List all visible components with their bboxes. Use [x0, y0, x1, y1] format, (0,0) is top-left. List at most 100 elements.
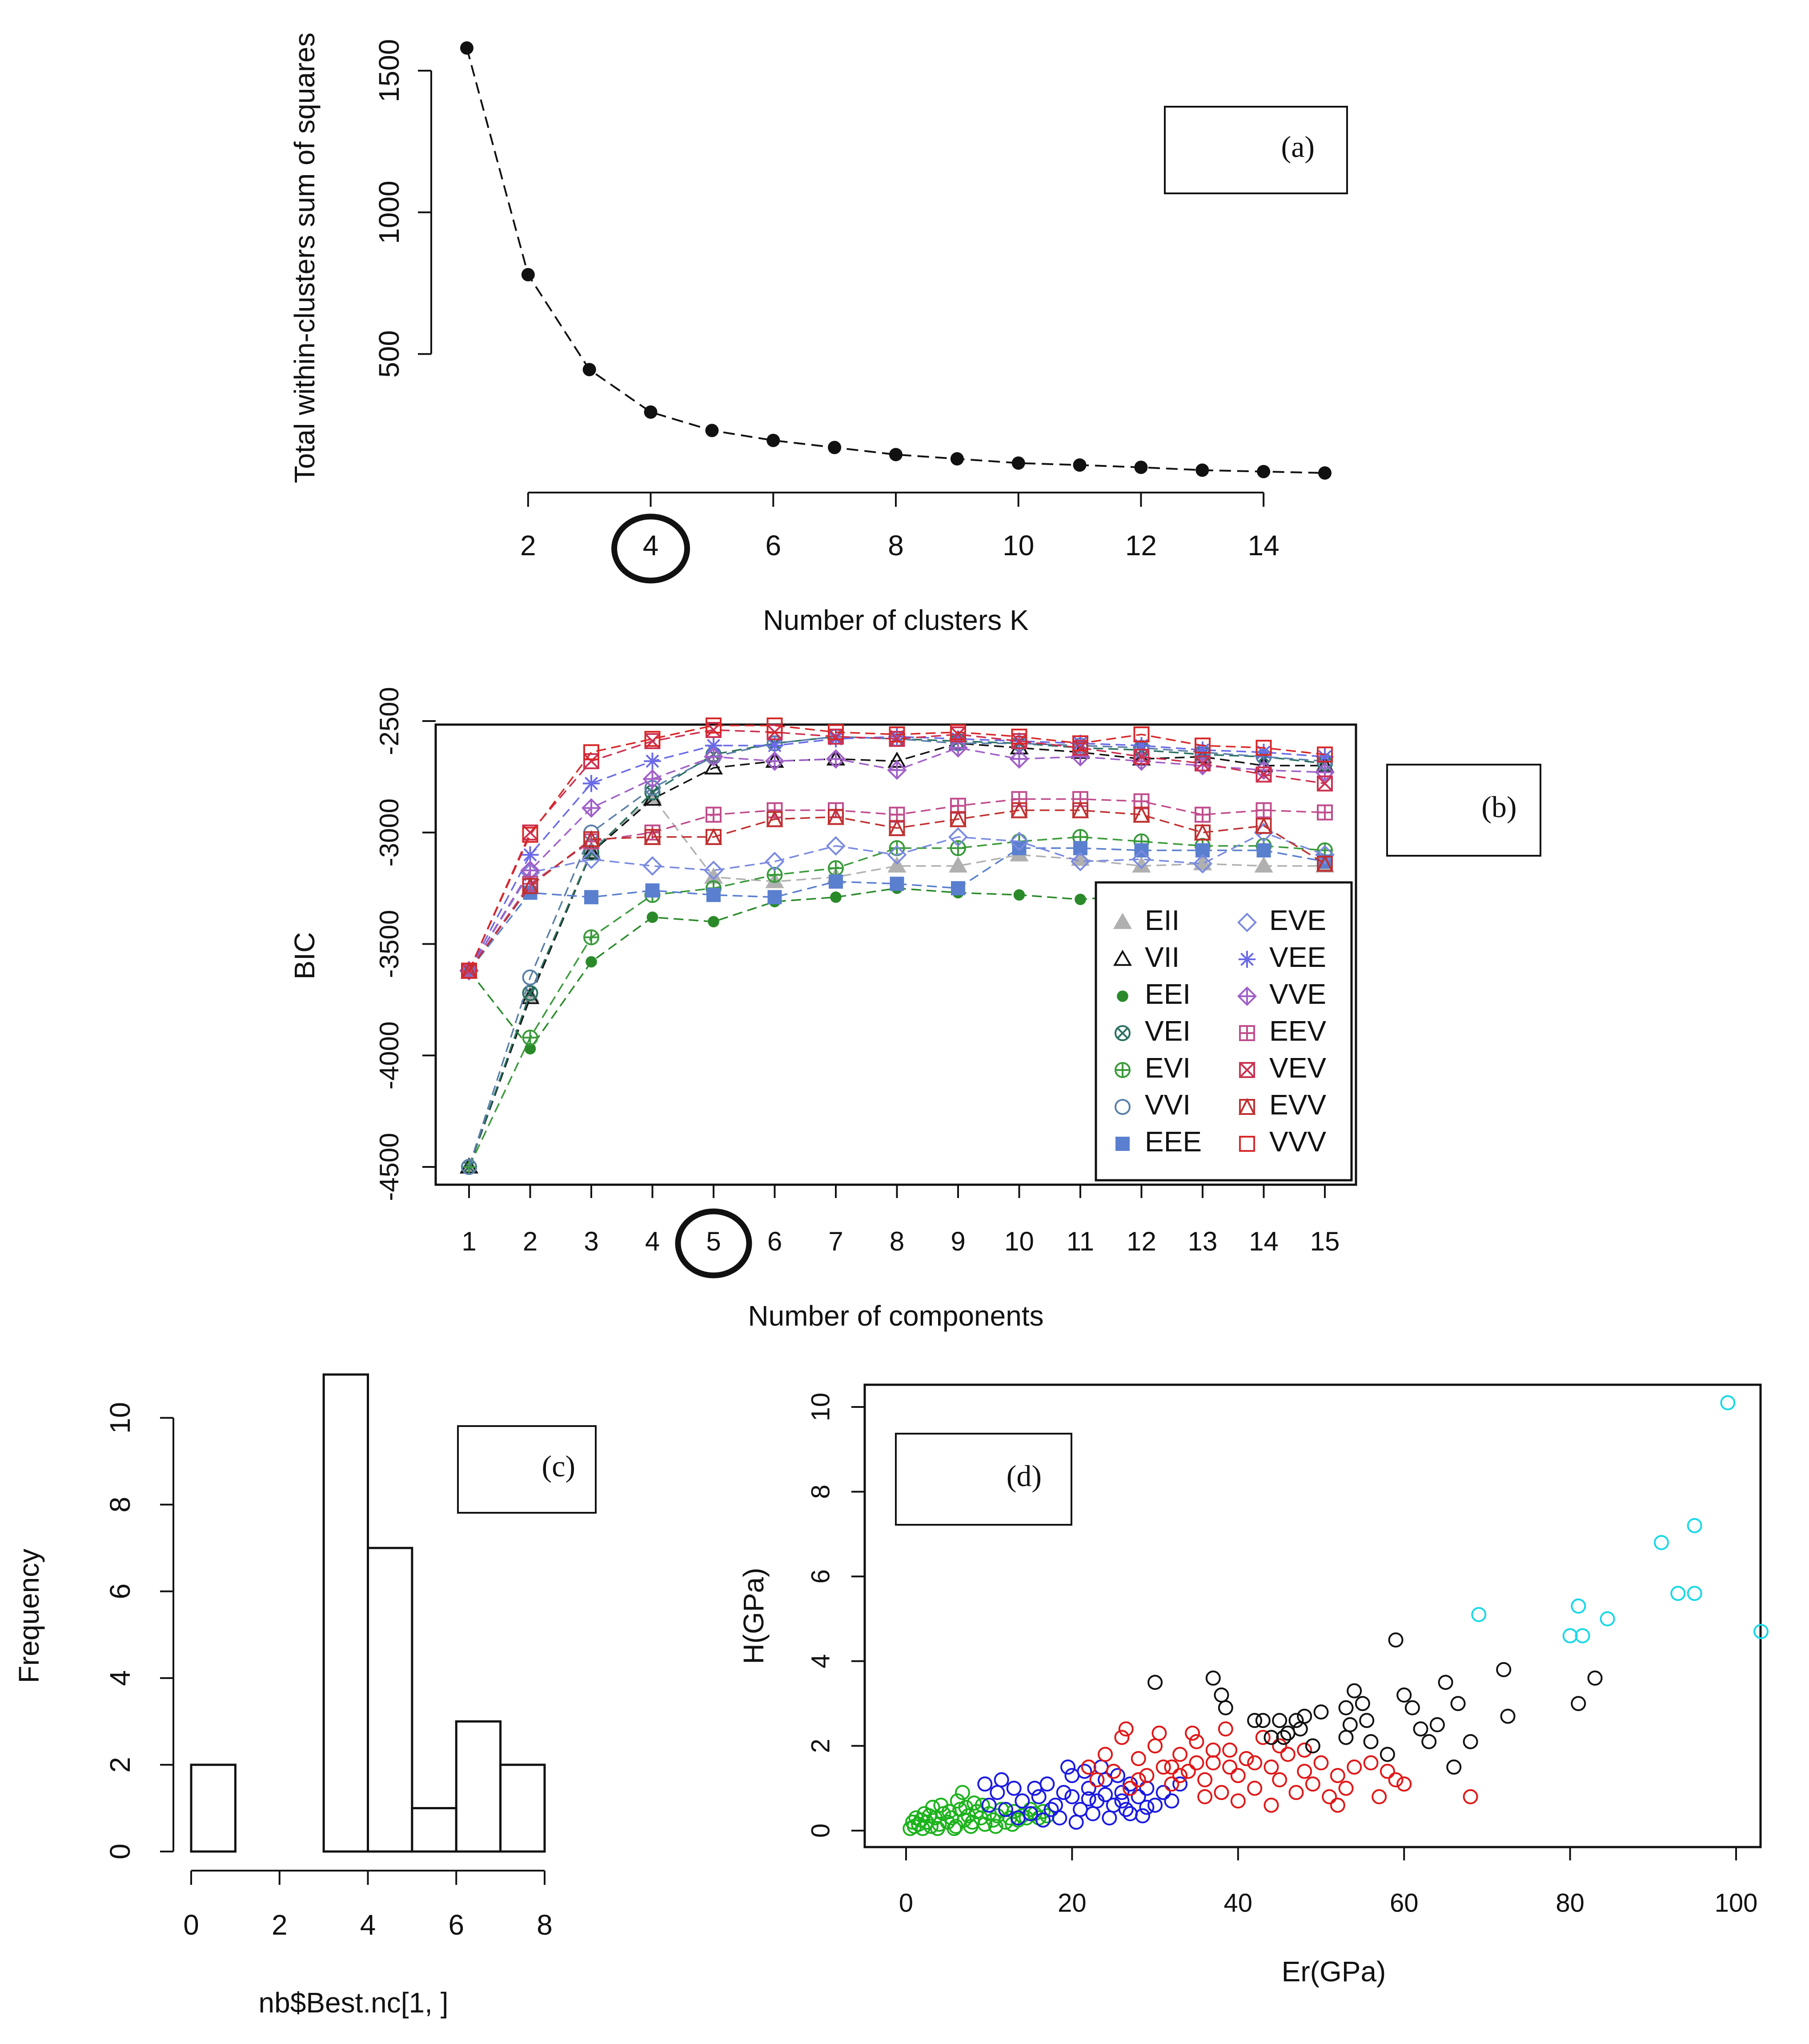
scatter-point	[1085, 1806, 1101, 1821]
plot-box	[863, 1383, 1762, 1848]
x-tick-label: 9	[951, 1226, 965, 1256]
data-point	[1011, 456, 1025, 470]
scatter-point	[947, 1821, 962, 1836]
marker-stroke	[646, 786, 658, 798]
scatter-point	[1255, 1713, 1271, 1728]
panel-tag: (c)	[542, 1449, 575, 1483]
scatter-point	[1205, 1755, 1221, 1771]
panel-tag: (a)	[1281, 130, 1315, 164]
scatter-point	[1413, 1721, 1428, 1737]
scatter-point	[1263, 1759, 1279, 1775]
scatter-point	[1297, 1763, 1312, 1779]
scatter-point	[1060, 1759, 1076, 1775]
marker-stroke	[1194, 823, 1211, 841]
x-tick-label: 5	[706, 1226, 721, 1256]
marker-diamond	[1131, 849, 1151, 869]
x-tick-label: 1	[461, 1226, 476, 1256]
scatter-point	[1110, 1768, 1126, 1783]
marker-dot	[1013, 889, 1025, 901]
scatter-point	[1587, 1670, 1603, 1686]
marker-square	[889, 726, 905, 743]
marker-triangle	[582, 843, 601, 859]
marker-stroke	[1240, 953, 1254, 966]
y-tick-label: 0	[806, 1824, 835, 1838]
scatter-point	[925, 1800, 940, 1815]
scatter-point	[1043, 1802, 1059, 1817]
marker-square	[645, 883, 660, 898]
scatter-point	[1155, 1759, 1171, 1775]
marker-stroke	[585, 777, 598, 790]
series-line-evv	[468, 809, 1325, 971]
scatter-point	[1031, 1789, 1047, 1804]
scatter-point	[1052, 1810, 1067, 1826]
scatter-point	[1081, 1780, 1096, 1796]
data-point	[950, 452, 964, 466]
y-tick-label: 8	[104, 1497, 136, 1513]
scatter-point	[1276, 1730, 1292, 1745]
scatter-point	[1197, 1789, 1213, 1804]
marker-square	[950, 724, 966, 741]
scatter-point	[1114, 1793, 1130, 1809]
scatter-point	[1380, 1763, 1395, 1779]
marker-circle	[522, 985, 538, 1001]
y-tick-label: 500	[373, 330, 405, 378]
y-axis-title: Frequency	[13, 1549, 45, 1683]
marker-stroke	[827, 808, 845, 825]
scatter-point	[1263, 1730, 1279, 1745]
x-tick-label: 4	[645, 1226, 660, 1256]
scatter-point	[1081, 1791, 1096, 1807]
marker-triangle	[1113, 950, 1132, 966]
scatter-point	[1288, 1713, 1304, 1728]
x-axis-title: Number of clusters K	[763, 604, 1029, 636]
scatter-point	[1396, 1687, 1412, 1703]
scatter-point	[1322, 1789, 1337, 1804]
scatter-point	[1172, 1776, 1188, 1792]
marker-stroke	[583, 753, 599, 769]
x-tick-label: 100	[1715, 1888, 1758, 1917]
plot-box	[434, 723, 1357, 1186]
y-tick-label: 2	[104, 1757, 136, 1773]
marker-dot	[586, 956, 597, 968]
marker-stroke	[1238, 1098, 1256, 1115]
scatter-point	[1139, 1800, 1155, 1815]
marker-square	[1317, 775, 1333, 792]
scatter-point	[990, 1785, 1005, 1800]
marker-square	[1072, 735, 1088, 752]
marker-stroke	[888, 819, 906, 836]
y-tick-label: 8	[806, 1484, 835, 1499]
legend-label: EVE	[1269, 904, 1326, 936]
marker-square	[1012, 841, 1027, 855]
marker-diamond	[1009, 831, 1029, 851]
marker-diamond	[1192, 854, 1213, 874]
scatter-point	[1500, 1708, 1516, 1724]
x-tick-label: 8	[888, 529, 904, 561]
x-tick-label: 2	[520, 529, 536, 561]
scatter-point	[1089, 1772, 1105, 1787]
scatter-point	[1263, 1797, 1279, 1813]
scatter-point	[1338, 1700, 1354, 1715]
scatter-point	[1450, 1696, 1466, 1711]
histogram-bar	[455, 1720, 502, 1853]
x-tick-label: 60	[1390, 1888, 1419, 1917]
marker-dot	[524, 1043, 536, 1055]
marker-square	[1115, 1137, 1130, 1151]
marker-square	[583, 744, 599, 761]
scatter-point	[1064, 1789, 1080, 1804]
scatter-point	[1098, 1747, 1113, 1762]
x-tick-label: 14	[1248, 529, 1280, 561]
marker-stroke	[1134, 749, 1149, 765]
scatter-point	[1189, 1755, 1204, 1771]
x-tick-label: 0	[899, 1888, 913, 1917]
legend-label: EVI	[1145, 1052, 1191, 1084]
marker-square	[644, 731, 661, 747]
scatter-point	[1027, 1780, 1043, 1796]
marker-square	[1255, 766, 1272, 783]
x-tick-label: 13	[1188, 1226, 1218, 1256]
marker-stroke	[521, 877, 539, 894]
marker-dot	[708, 916, 719, 928]
marker-square	[1195, 737, 1211, 754]
marker-stroke	[766, 810, 783, 827]
